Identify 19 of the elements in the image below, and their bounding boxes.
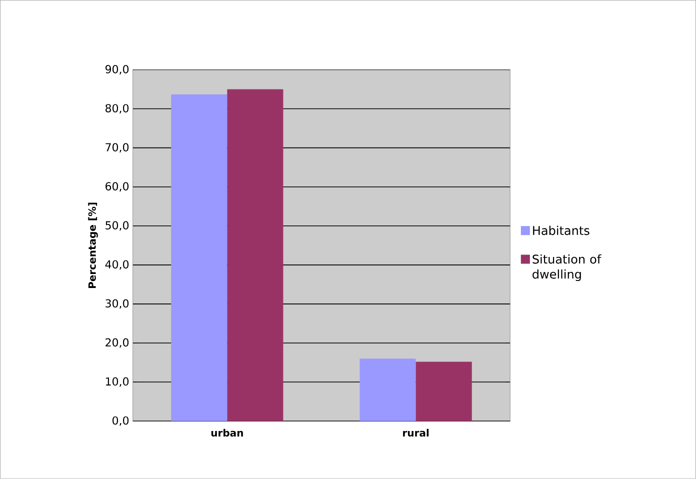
y-tick-label: 90,0 [105, 65, 129, 75]
y-tick-label: 50,0 [106, 221, 129, 231]
y-axis-title: Percentage [%] [88, 202, 98, 288]
y-tick-label: 0,0 [112, 416, 129, 426]
y-tick-label: 20,0 [106, 338, 129, 348]
bar [360, 358, 416, 422]
legend-label: Habitants [533, 226, 590, 236]
bar [227, 89, 284, 422]
y-tick-label: 70,0 [106, 143, 129, 153]
y-tick-label: 60,0 [106, 182, 129, 192]
y-tick-label: 80,0 [106, 104, 129, 114]
bar [171, 94, 228, 422]
x-tick-label: rural [403, 428, 429, 437]
y-tick-label: 40,0 [105, 260, 129, 270]
legend-label: Situation of dwelling [532, 254, 602, 282]
bar [416, 362, 472, 422]
y-tick-label: 10,0 [106, 377, 129, 387]
y-tick-label: 30,0 [106, 299, 129, 309]
x-tick-label: urban [211, 428, 243, 437]
